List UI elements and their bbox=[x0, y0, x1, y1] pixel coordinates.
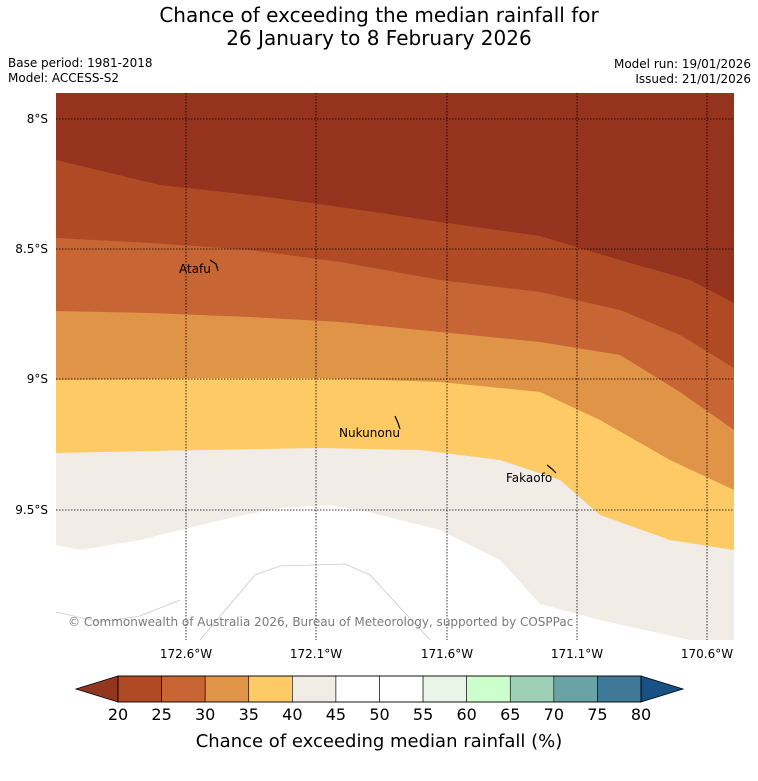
nukunonu-outline bbox=[394, 415, 401, 430]
lon-label-172-1w: 172.1°W bbox=[290, 647, 342, 661]
colorbar-frame bbox=[117, 675, 642, 703]
colorbar-segment bbox=[161, 675, 206, 703]
model-name: Model: ACCESS-S2 bbox=[8, 71, 120, 85]
colorbar-segment bbox=[553, 675, 598, 703]
colorbar-tick-label: 25 bbox=[151, 705, 171, 724]
lat-label-9s: 9°S bbox=[27, 372, 48, 386]
colorbar-segment bbox=[466, 675, 511, 703]
place-label-atafu: Atafu bbox=[179, 262, 211, 276]
colorbar-segment bbox=[248, 675, 293, 703]
lat-label-9-5s: 9.5°S bbox=[15, 503, 48, 517]
map-panel: Atafu Nukunonu Fakaofo © Commonwealth of… bbox=[56, 93, 734, 640]
fakaofo-outline bbox=[546, 464, 557, 474]
colorbar-tick-label: 60 bbox=[456, 705, 476, 724]
colorbar-segment bbox=[422, 675, 467, 703]
meta-right: Model run: 19/01/2026 Issued: 21/01/2026 bbox=[614, 57, 751, 87]
colorbar-segment bbox=[335, 675, 380, 703]
base-period: Base period: 1981-2018 bbox=[8, 56, 153, 70]
colorbar-segment bbox=[292, 675, 337, 703]
contour-line bbox=[56, 599, 181, 623]
colorbar-tick-label: 20 bbox=[108, 705, 128, 724]
lat-label-8-5s: 8.5°S bbox=[15, 242, 48, 256]
band-lt20 bbox=[56, 93, 734, 303]
colorbar-tick-label: 40 bbox=[282, 705, 302, 724]
lon-label-171-1w: 171.1°W bbox=[551, 647, 603, 661]
model-run: Model run: 19/01/2026 bbox=[613, 57, 751, 71]
colorbar-tick-label: 50 bbox=[369, 705, 389, 724]
colorbar-tick-label: 80 bbox=[631, 705, 651, 724]
title-line-1: Chance of exceeding the median rainfall … bbox=[159, 3, 599, 27]
lon-label-170-6w: 170.6°W bbox=[681, 647, 733, 661]
place-label-fakaofo: Fakaofo bbox=[506, 471, 552, 485]
colorbar-segment bbox=[204, 675, 250, 703]
colorbar-tick-label: 70 bbox=[544, 705, 564, 724]
colorbar-segment bbox=[379, 675, 424, 703]
colorbar: 20 25 30 35 40 45 50 55 60 65 70 75 80 bbox=[74, 675, 685, 724]
atafu-outline bbox=[209, 259, 219, 272]
colorbar-segment bbox=[597, 675, 642, 703]
gridlines bbox=[56, 93, 734, 640]
colorbar-low-extend bbox=[74, 675, 119, 703]
colorbar-tick-label: 55 bbox=[413, 705, 433, 724]
lat-label-8s: 8°S bbox=[27, 112, 48, 126]
colorbar-tick-label: 45 bbox=[326, 705, 346, 724]
colorbar-segment bbox=[509, 675, 555, 703]
colorbar-tick-label: 65 bbox=[500, 705, 520, 724]
copyright-notice: © Commonwealth of Australia 2026, Bureau… bbox=[68, 615, 573, 629]
lon-label-171-6w: 171.6°W bbox=[421, 647, 473, 661]
chart-title: Chance of exceeding the median rainfall … bbox=[0, 4, 758, 50]
colorbar-title: Chance of exceeding median rainfall (%) bbox=[196, 731, 563, 752]
title-line-2: 26 January to 8 February 2026 bbox=[226, 26, 532, 50]
colorbar-tick-label: 75 bbox=[587, 705, 607, 724]
colorbar-high-extend bbox=[640, 675, 685, 703]
colorbar-segment bbox=[117, 675, 162, 703]
meta-left: Base period: 1981-2018 Model: ACCESS-S2 bbox=[8, 56, 153, 86]
contour-line bbox=[199, 563, 431, 640]
issued-date: Issued: 21/01/2026 bbox=[635, 72, 751, 86]
lon-label-172-6w: 172.6°W bbox=[160, 647, 212, 661]
colorbar-tick-label: 30 bbox=[195, 705, 215, 724]
place-label-nukunonu: Nukunonu bbox=[339, 426, 400, 440]
colorbar-tick-label: 35 bbox=[239, 705, 259, 724]
